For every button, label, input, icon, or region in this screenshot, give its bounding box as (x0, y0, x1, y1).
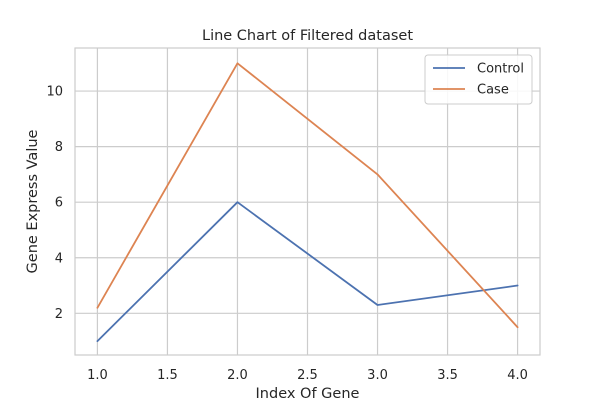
x-tick-label: 3.0 (367, 368, 388, 383)
series-lines (96, 62, 519, 343)
y-tick-label: 6 (55, 196, 63, 211)
legend-items: Control Case (433, 62, 524, 98)
x-tick-label: 1.5 (157, 368, 178, 383)
x-tick-label: 3.5 (437, 368, 458, 383)
y-tick-labels: 2 4 6 8 10 (46, 85, 63, 322)
y-tick-label: 2 (55, 307, 63, 322)
plot-frame (74, 47, 541, 356)
legend: Control Case (424, 54, 533, 105)
y-tick-label: 4 (55, 251, 63, 266)
x-tick-label: 1.0 (87, 368, 108, 383)
series-line-case (96, 62, 519, 329)
y-tick-label: 8 (55, 140, 63, 155)
chart-title: Line Chart of Filtered dataset (202, 28, 413, 44)
y-axis-label: Gene Express Value (25, 129, 41, 273)
legend-label-case: Case (477, 83, 509, 98)
y-tick-label: 10 (46, 85, 63, 100)
legend-label-control: Control (477, 62, 524, 77)
x-axis-label: Index Of Gene (256, 386, 360, 400)
series-line-control (96, 201, 519, 343)
x-tick-label: 2.0 (227, 368, 248, 383)
x-tick-label: 2.5 (297, 368, 318, 383)
x-tick-label: 4.0 (507, 368, 528, 383)
x-tick-labels: 1.0 1.5 2.0 2.5 3.0 3.5 4.0 (87, 368, 528, 383)
